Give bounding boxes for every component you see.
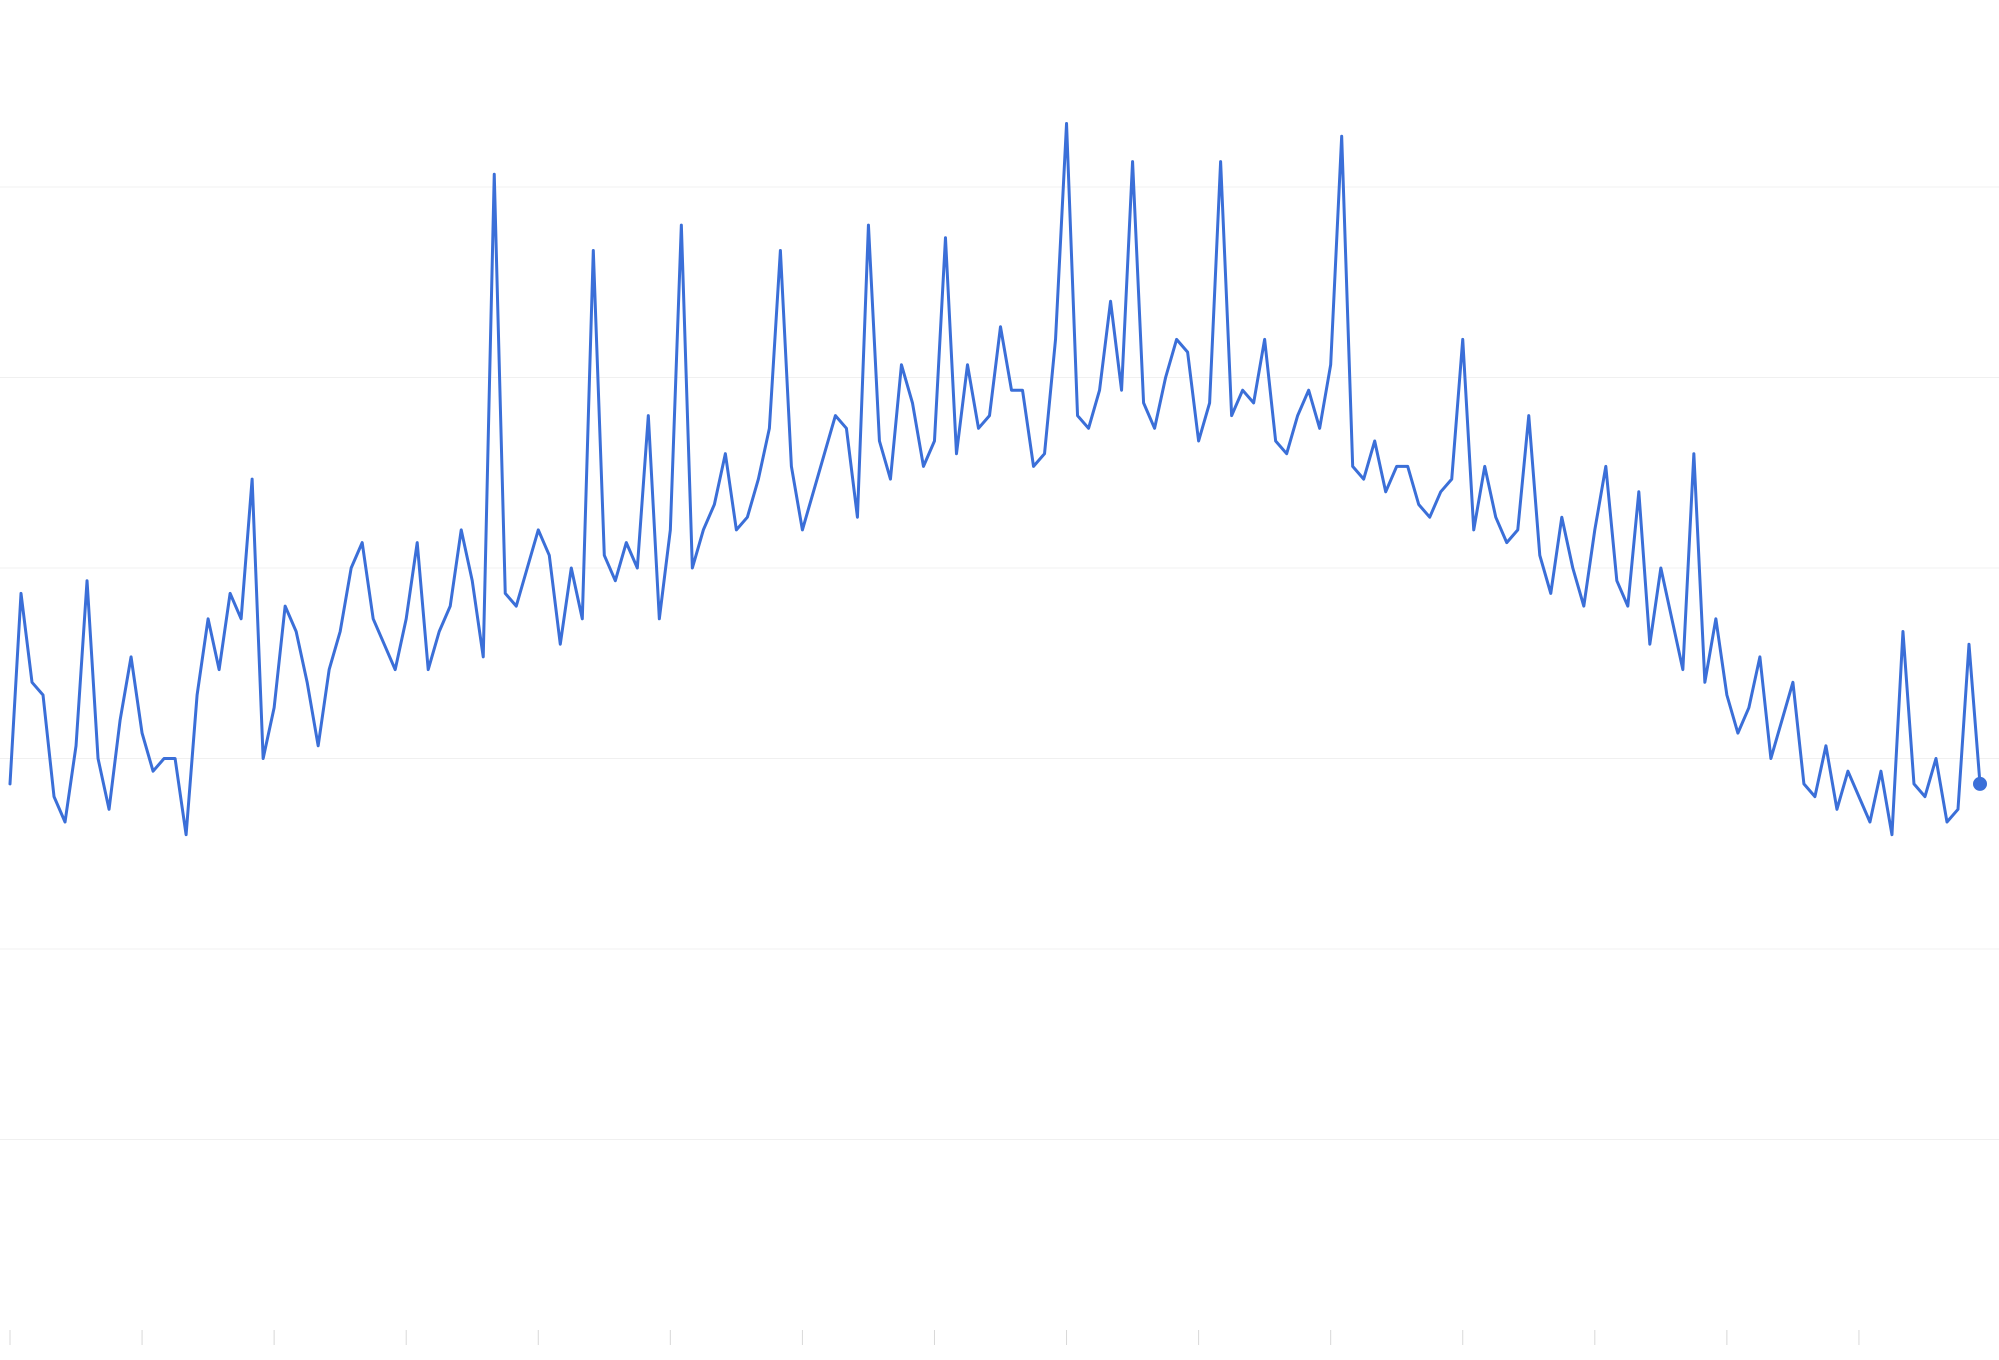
- line-chart: [0, 0, 1999, 1360]
- endpoint-marker: [1973, 777, 1987, 791]
- chart-svg: [0, 0, 1999, 1360]
